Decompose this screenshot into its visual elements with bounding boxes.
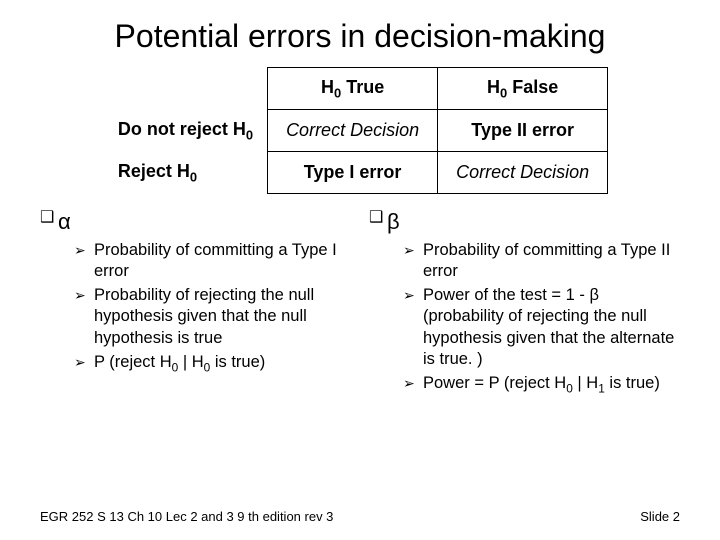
list-item: ➢ Power of the test = 1 - β (probability… <box>369 285 680 369</box>
arrow-bullet-icon: ➢ <box>74 240 94 260</box>
list-item: ➢ Power = P (reject H0 | H1 is true) <box>369 373 680 396</box>
arrow-bullet-icon: ➢ <box>403 240 423 260</box>
table-cell: Correct Decision <box>268 110 438 152</box>
table-cell: Correct Decision <box>438 152 608 194</box>
alpha-header-row: ❑ α <box>40 208 351 236</box>
table-row: H0 True H0 False <box>112 68 608 110</box>
list-text: Power = P (reject H0 | H1 is true) <box>423 373 680 396</box>
row-header: Reject H0 <box>112 152 268 194</box>
error-table-wrap: H0 True H0 False Do not reject H0 Correc… <box>40 67 680 194</box>
list-item: ➢ P (reject H0 | H0 is true) <box>40 352 351 375</box>
arrow-bullet-icon: ➢ <box>403 373 423 393</box>
arrow-bullet-icon: ➢ <box>74 285 94 305</box>
columns: ❑ α ➢ Probability of committing a Type I… <box>40 208 680 399</box>
list-item: ➢ Probability of committing a Type II er… <box>369 240 680 282</box>
table-corner <box>112 68 268 110</box>
list-text: Probability of rejecting the null hypoth… <box>94 285 351 348</box>
slide: Potential errors in decision-making H0 T… <box>0 0 720 540</box>
beta-column: ❑ β ➢ Probability of committing a Type I… <box>369 208 680 399</box>
footer-right: Slide 2 <box>640 509 680 524</box>
list-text: Power of the test = 1 - β (probability o… <box>423 285 680 369</box>
list-text: Probability of committing a Type I error <box>94 240 351 282</box>
slide-footer: EGR 252 S 13 Ch 10 Lec 2 and 3 9 th edit… <box>40 509 680 524</box>
square-bullet-icon: ❑ <box>369 208 387 228</box>
alpha-column: ❑ α ➢ Probability of committing a Type I… <box>40 208 351 399</box>
col-header: H0 False <box>438 68 608 110</box>
table-cell: Type I error <box>268 152 438 194</box>
error-table: H0 True H0 False Do not reject H0 Correc… <box>112 67 608 194</box>
list-text: P (reject H0 | H0 is true) <box>94 352 351 375</box>
square-bullet-icon: ❑ <box>40 208 58 228</box>
row-header: Do not reject H0 <box>112 110 268 152</box>
arrow-bullet-icon: ➢ <box>74 352 94 372</box>
table-row: Reject H0 Type I error Correct Decision <box>112 152 608 194</box>
table-row: Do not reject H0 Correct Decision Type I… <box>112 110 608 152</box>
slide-title: Potential errors in decision-making <box>40 18 680 55</box>
list-item: ➢ Probability of rejecting the null hypo… <box>40 285 351 348</box>
alpha-header: α <box>58 208 351 236</box>
col-header: H0 True <box>268 68 438 110</box>
arrow-bullet-icon: ➢ <box>403 285 423 305</box>
list-text: Probability of committing a Type II erro… <box>423 240 680 282</box>
beta-header-row: ❑ β <box>369 208 680 236</box>
table-cell: Type II error <box>438 110 608 152</box>
list-item: ➢ Probability of committing a Type I err… <box>40 240 351 282</box>
beta-header: β <box>387 208 680 236</box>
footer-left: EGR 252 S 13 Ch 10 Lec 2 and 3 9 th edit… <box>40 509 333 524</box>
